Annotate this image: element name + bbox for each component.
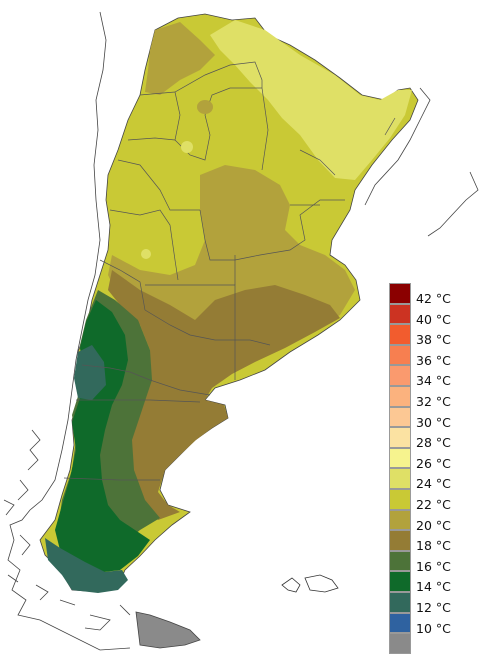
legend-label: 24 °C (416, 476, 451, 492)
legend-label: 10 °C (416, 620, 451, 636)
province-borders (63, 61, 396, 481)
legend-row: 34 °C (389, 365, 469, 389)
legend-row: 22 °C (389, 488, 469, 512)
legend-swatch (389, 344, 411, 366)
legend-row: 36 °C (389, 344, 469, 368)
region-12c-andes (74, 345, 106, 400)
legend-label: 30 °C (416, 414, 451, 430)
legend-swatch (389, 427, 411, 448)
legend-label: 34 °C (416, 373, 451, 389)
legend-label: 12 °C (416, 599, 451, 615)
temperature-legend: 42 °C 40 °C 38 °C 36 °C 34 °C 32 °C 30 °… (389, 283, 469, 654)
legend-label: 42 °C (416, 291, 451, 306)
legend-row-bottom (389, 633, 469, 654)
legend-row: 12 °C (389, 591, 469, 615)
legend-row: 16 °C (389, 550, 469, 574)
chile-coastline (7, 11, 131, 651)
legend-swatch (389, 468, 411, 489)
legend-swatch-bottom (389, 633, 411, 654)
legend-label: 40 °C (416, 311, 451, 327)
legend-swatch (389, 550, 411, 572)
legend-swatch (389, 591, 411, 613)
legend-label: 16 °C (416, 558, 451, 574)
highland-dot (197, 100, 213, 114)
legend-label: 20 °C (416, 517, 451, 533)
highland-dot (141, 249, 151, 259)
legend-row: 28 °C (389, 427, 469, 451)
legend-label: 22 °C (416, 496, 451, 512)
legend-row: 24 °C (389, 468, 469, 492)
legend-row: 38 °C (389, 324, 469, 348)
chile-islands (3, 429, 131, 631)
legend-swatch (389, 324, 411, 345)
legend-row: 20 °C (389, 509, 469, 533)
falkland-islands (281, 574, 339, 593)
legend-swatch (389, 488, 411, 510)
legend-swatch (389, 365, 411, 386)
legend-row: 40 °C (389, 303, 469, 327)
highland-dot (181, 141, 193, 153)
legend-label: 18 °C (416, 538, 451, 554)
legend-swatch (389, 283, 411, 304)
legend-label: 32 °C (416, 393, 451, 409)
legend-row: 18 °C (389, 530, 469, 554)
eastern-border (364, 87, 431, 206)
legend-row: 30 °C (389, 406, 469, 430)
region-14c (55, 300, 150, 572)
legend-swatch (389, 406, 411, 428)
legend-swatch (389, 303, 411, 325)
legend-row: 14 °C (389, 571, 469, 595)
legend-row: 26 °C (389, 447, 469, 471)
legend-swatch (389, 571, 411, 592)
legend-label: 36 °C (416, 352, 451, 368)
region-12c-south (45, 538, 128, 593)
legend-label: 14 °C (416, 579, 451, 595)
legend-swatch (389, 530, 411, 551)
region-18c (108, 270, 340, 520)
legend-row: 42 °C (389, 283, 469, 306)
legend-label: 26 °C (416, 455, 451, 471)
legend-swatch (389, 509, 411, 531)
legend-row: 32 °C (389, 385, 469, 409)
legend-swatch (389, 447, 411, 469)
legend-swatch (389, 385, 411, 407)
legend-label: 38 °C (416, 332, 451, 348)
region-20c-north (145, 22, 215, 95)
uruguay-coast (427, 171, 479, 237)
region-26c-ne (210, 20, 412, 180)
legend-label: 28 °C (416, 435, 451, 451)
tierra-del-fuego (135, 611, 201, 649)
legend-row: 10 °C (389, 612, 469, 636)
legend-swatch (389, 612, 411, 634)
